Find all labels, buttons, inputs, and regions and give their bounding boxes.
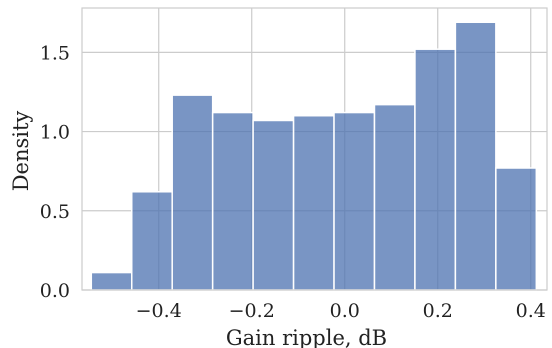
- y-tick-label: 1.0: [40, 122, 70, 144]
- x-axis-label: Gain ripple, dB: [226, 326, 387, 348]
- histogram-bar-6: [333, 111, 376, 291]
- histogram-bar-4: [252, 119, 295, 291]
- histogram-bar-0: [90, 271, 133, 291]
- histogram-bar-3: [211, 111, 254, 291]
- x-tick-label: 0.0: [330, 300, 360, 322]
- histogram-bar-7: [373, 103, 416, 291]
- x-tick-label: −0.4: [136, 300, 182, 322]
- histogram-bar-2: [171, 94, 214, 291]
- plot-frame: [81, 7, 548, 291]
- x-tick-labels: −0.4 −0.2 0.0 0.2 0.4: [136, 300, 546, 322]
- histogram-bar-9: [454, 21, 497, 291]
- y-tick-labels: 0.0 0.5 1.0 1.5: [40, 42, 70, 302]
- histogram-bar-8: [414, 48, 457, 291]
- y-tick-label: 0.0: [40, 280, 70, 302]
- x-tick-label: −0.2: [229, 300, 275, 322]
- y-axis-label: Density: [9, 111, 33, 192]
- histogram-bar-5: [292, 114, 335, 291]
- x-tick-label: 0.4: [516, 300, 546, 322]
- histogram-bar-1: [131, 191, 173, 291]
- y-tick-label: 0.5: [40, 201, 70, 223]
- x-tick-label: 0.2: [423, 300, 453, 322]
- bars: [90, 21, 538, 291]
- y-tick-label: 1.5: [40, 42, 70, 64]
- histogram-bar-10: [495, 167, 538, 291]
